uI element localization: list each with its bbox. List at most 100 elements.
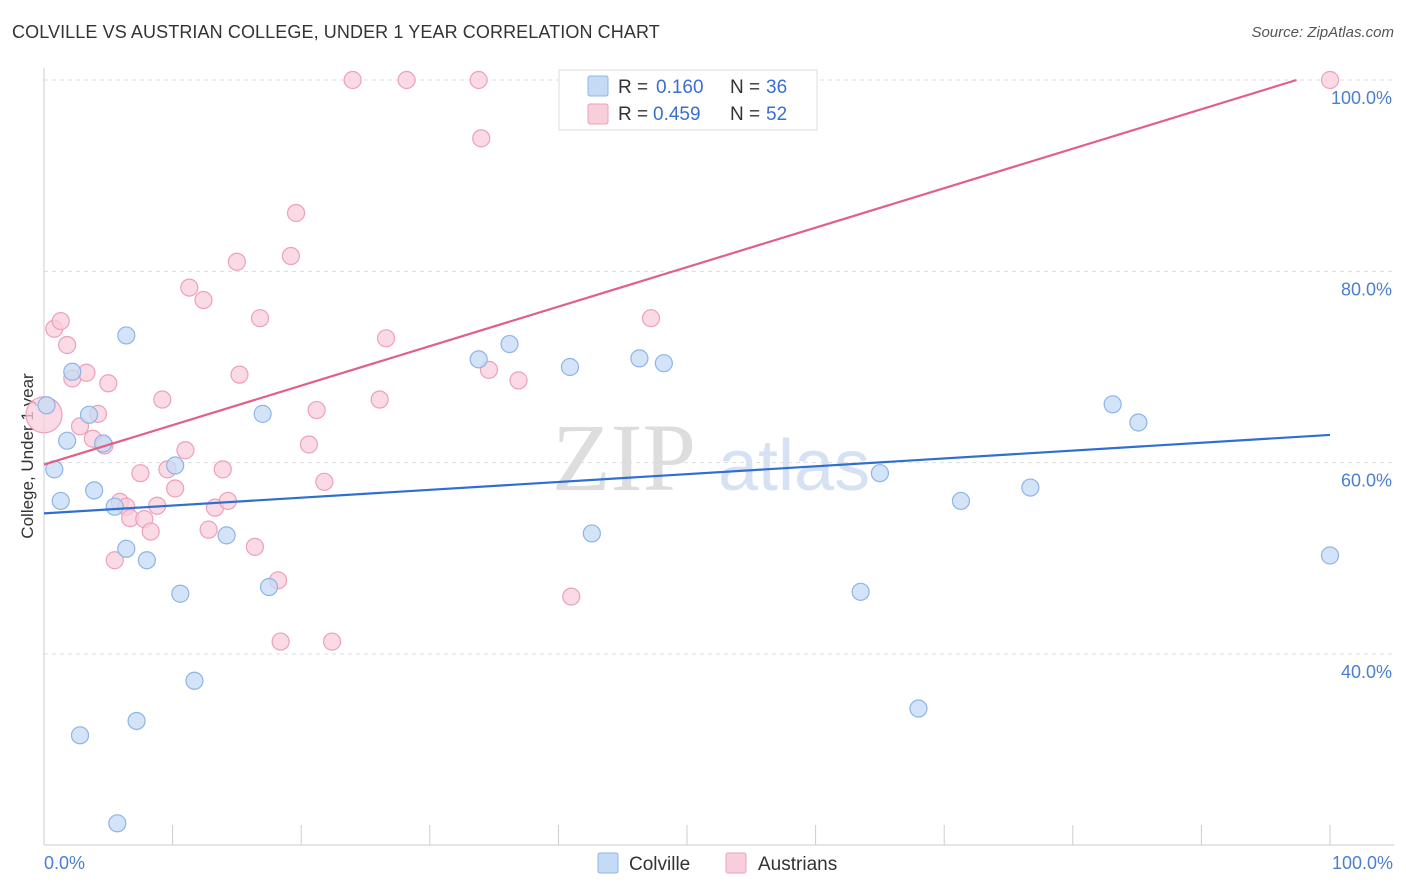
grid-layer [44,79,1394,655]
austrians-point-35 [281,246,301,266]
austrians-point-50 [641,309,661,328]
colville-point-28 [851,582,870,601]
austrians-point-23 [180,278,199,297]
austrians-trend-line [43,78,1297,466]
axis-layer [43,68,1394,846]
colville-trend-line [43,433,1331,515]
trend-lines [43,78,1331,515]
austrians-point-27 [213,460,232,479]
legend-bottom-label-austrians: Austrians [758,854,837,875]
legend-n-label-austrians: N = [730,104,760,125]
legend-r-value-colville: 0.160 [656,77,704,98]
austrians-point-21 [166,479,185,498]
austrians-point-34 [271,632,290,651]
austrians-point-29 [227,252,246,271]
austrians-point-32 [250,309,270,328]
x-tick-label-max: 100.0% [1332,853,1393,873]
colville-point-29 [870,464,890,483]
austrians-point-37 [299,435,319,454]
austrians-point-31 [245,537,265,556]
x-tick-label-min: 0.0% [44,853,85,873]
colville-point-12 [117,326,136,345]
austrians-point-11 [105,551,124,570]
colville-point-23 [560,357,580,377]
legend-r-label-colville: R = [618,77,648,98]
legend-stats: R = 0.160 N = 36 R = 0.459 N = 52 [558,69,818,131]
austrians-point-10 [99,374,118,393]
colville-point-33 [1103,395,1122,414]
austrians-point-24 [194,290,213,310]
colville-point-22 [500,334,519,354]
austrians-point-39 [315,472,334,491]
austrians-point-48 [509,371,528,390]
colville-point-10 [108,814,127,833]
austrians-point-15 [131,464,150,483]
colville-point-15 [166,456,185,475]
colville-point-32 [1021,478,1040,497]
source-credit: Source: ZipAtlas.com [1251,24,1394,41]
colville-point-25 [630,349,649,368]
colville-point-26 [654,354,673,373]
austrians-points [25,70,1340,651]
legend-bottom-swatch-colville [597,852,619,874]
austrians-point-30 [230,365,249,384]
legend-r-value-austrians: 0.459 [653,104,701,125]
austrians-point-44 [397,70,416,90]
legend-swatch-austrians [587,103,609,125]
colville-point-3 [58,431,77,450]
legend-r-label-austrians: R = [618,104,648,125]
colville-point-6 [79,405,99,424]
colville-point-30 [909,699,928,718]
colville-point-13 [127,711,146,731]
austrians-point-43 [376,329,396,348]
y-tick-label-40: 40.0% [1341,662,1392,682]
austrians-point-2 [51,311,70,331]
y-tick-label-80: 80.0% [1341,279,1392,299]
colville-point-7 [85,481,104,500]
colville-point-17 [185,671,204,690]
colville-point-9 [105,497,124,516]
austrians-point-17 [141,522,160,541]
colville-points [37,70,1340,833]
legend-series: Colville Austrians [597,852,837,875]
colville-point-2 [51,491,70,511]
legend-bottom-swatch-austrians [725,852,747,874]
austrians-point-41 [343,70,362,90]
colville-point-31 [951,491,971,511]
austrians-point-49 [562,587,581,606]
y-tick-label-100: 100.0% [1331,88,1392,108]
colville-point-5 [70,726,90,745]
colville-point-35 [1320,546,1340,565]
austrians-point-19 [153,390,172,409]
legend-swatch-colville [587,75,609,97]
colville-point-11 [117,539,136,558]
austrians-point-40 [322,632,342,651]
austrians-point-45 [469,70,488,90]
austrians-point-25 [199,520,218,539]
austrians-point-46 [472,129,491,148]
colville-point-16 [171,584,190,603]
austrians-point-36 [286,203,306,223]
austrians-point-22 [176,441,195,460]
y-tick-label-60: 60.0% [1341,471,1392,491]
colville-point-19 [253,404,272,423]
legend-n-value-austrians: 52 [766,104,787,125]
legend-n-label-colville: N = [730,77,760,98]
watermark-zip: ZIP [552,404,696,511]
colville-point-14 [137,551,156,570]
colville-point-34 [1129,413,1148,432]
colville-point-0 [37,396,56,415]
colville-point-21 [469,350,488,369]
austrians-point-51 [1320,70,1340,90]
tick-layer: 40.0% 60.0% 80.0% 100.0% 0.0% 100.0% [43,88,1393,873]
legend-bottom-label-colville: Colville [629,854,690,875]
watermark-atlas: atlas [718,426,870,506]
austrians-point-38 [307,400,326,420]
legend-n-value-colville: 36 [766,77,787,98]
colville-point-20 [259,577,279,597]
colville-point-24 [582,524,601,543]
austrians-point-42 [370,390,389,409]
austrians-point-3 [58,335,77,355]
colville-point-18 [217,526,236,545]
